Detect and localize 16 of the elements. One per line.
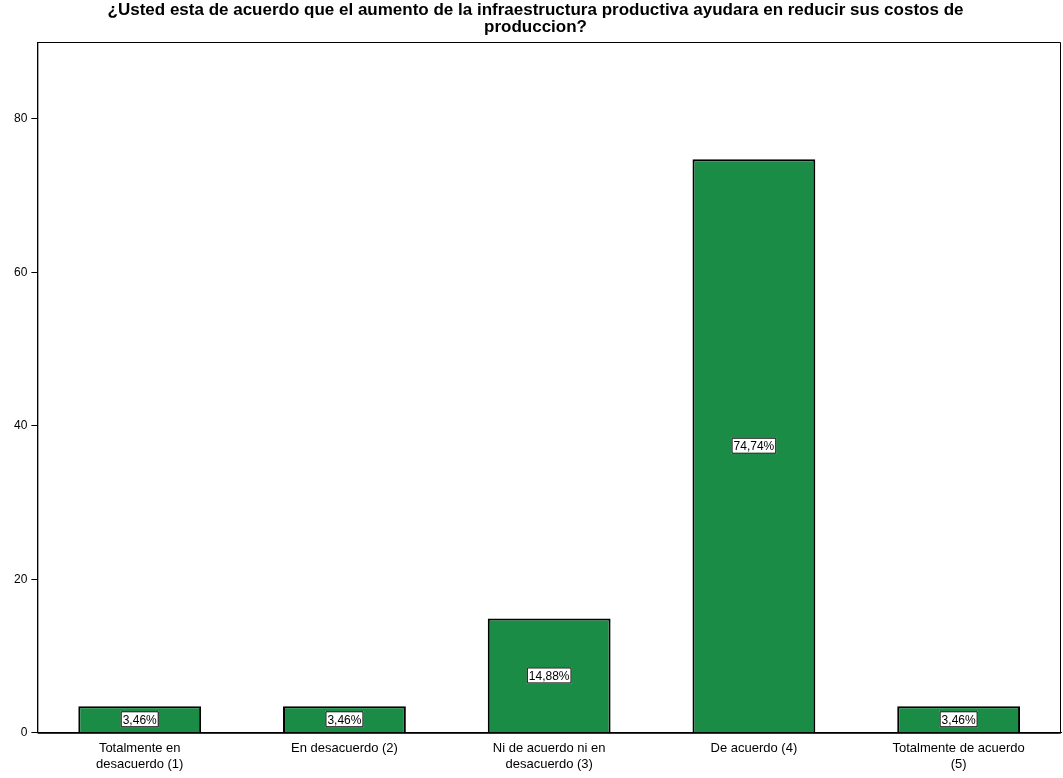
data-label: 3,46% xyxy=(941,712,976,727)
y-tick-label: 80 xyxy=(13,111,28,126)
data-label: 14,88% xyxy=(528,668,570,683)
x-tick-label: De acuerdo (4) xyxy=(710,740,798,756)
x-tick-label: Ni de acuerdo ni en desacuerdo (3) xyxy=(492,740,606,771)
data-label: 3,46% xyxy=(327,712,362,727)
y-tick-label: 0 xyxy=(20,725,28,740)
data-label: 74,74% xyxy=(733,439,775,454)
x-tick-label: Totalmente en desacuerdo (1) xyxy=(95,740,184,771)
chart-title: ¿Usted esta de acuerdo que el aumento de la infraestructura productiva ayudara en reducir sus costos de produccion? xyxy=(107,0,964,37)
y-tick-label: 20 xyxy=(13,571,28,586)
x-tick-label: Totalmente de acuerdo (5) xyxy=(892,740,1025,771)
data-label: 3,46% xyxy=(122,712,158,727)
x-tick-label: En desacuerdo (2) xyxy=(290,740,398,756)
y-tick-label: 60 xyxy=(13,264,28,279)
y-tick-label: 40 xyxy=(13,418,28,433)
